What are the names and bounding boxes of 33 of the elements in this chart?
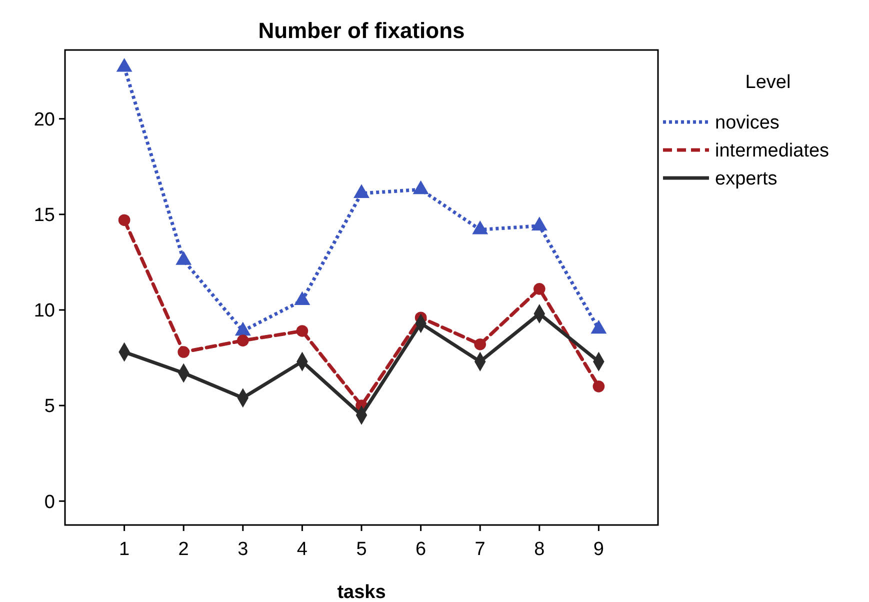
x-tick-label: 8 (534, 539, 545, 560)
x-tick-label: 1 (119, 539, 130, 560)
point (472, 220, 488, 234)
x-tick-label: 3 (238, 539, 248, 560)
legend-label: experts (715, 168, 778, 190)
point (354, 184, 370, 198)
point (531, 216, 548, 230)
y-tick-label: 20 (34, 109, 55, 130)
point (474, 338, 486, 350)
x-tick-label: 2 (178, 539, 189, 560)
legend-label: novices (715, 112, 780, 134)
y-tick-label: 0 (44, 492, 55, 513)
point (296, 325, 308, 337)
y-tick-label: 15 (34, 205, 55, 226)
x-tick-label: 5 (356, 539, 367, 560)
x-tick-label: 7 (474, 539, 486, 560)
x-tick-label: 4 (296, 539, 308, 560)
x-tick-label: 6 (416, 539, 426, 560)
point (236, 334, 249, 346)
point (533, 283, 546, 295)
x-tick-label: 9 (593, 539, 604, 560)
y-tick-label: 5 (44, 396, 55, 418)
legend-label: intermediates (715, 140, 830, 162)
legend-title: Level (745, 72, 791, 93)
point (412, 180, 429, 194)
point (178, 346, 190, 358)
chart-title: Number of fixations (258, 18, 465, 43)
x-axis-title: tasks (337, 582, 386, 602)
point (116, 58, 132, 72)
y-tick-label: 10 (34, 300, 55, 322)
point (294, 291, 310, 306)
point (592, 380, 605, 392)
point (176, 251, 192, 265)
